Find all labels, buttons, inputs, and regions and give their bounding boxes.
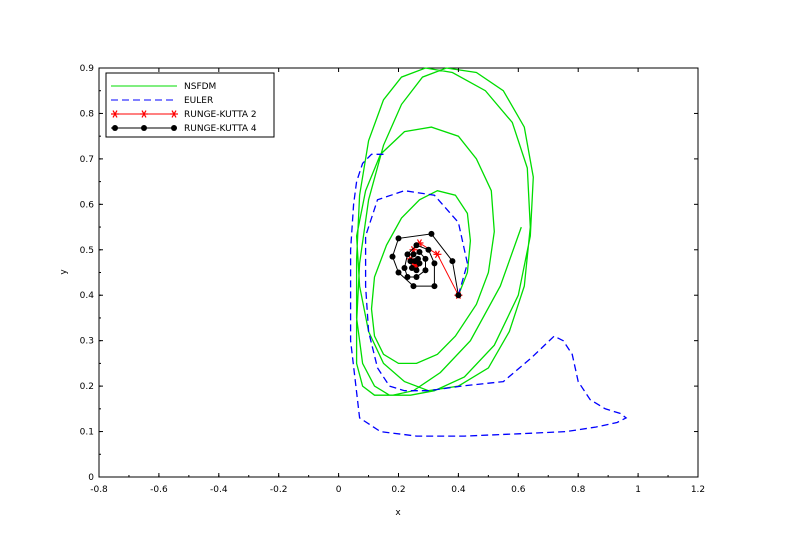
x-tick-label: 0.4 xyxy=(451,485,466,495)
y-tick-label: 0.6 xyxy=(80,200,95,210)
rk4-point-marker xyxy=(411,258,418,265)
rk4-point-marker xyxy=(404,251,411,258)
y-tick-label: 0.8 xyxy=(80,109,95,119)
rk4-point-marker xyxy=(389,253,396,260)
rk4-point-marker xyxy=(404,274,411,281)
y-tick-label: 0.4 xyxy=(80,291,95,301)
y-tick-label: 0 xyxy=(88,473,94,483)
rk4-point-marker xyxy=(428,230,435,237)
rk4-point-marker xyxy=(410,251,417,258)
legend-label: NSFDM xyxy=(184,82,216,92)
x-axis-title: x xyxy=(395,508,401,518)
series-line-euler xyxy=(349,153,628,437)
x-tick-label: 0.8 xyxy=(571,485,586,495)
y-tick-label: 0.3 xyxy=(80,337,94,347)
legend-label: EULER xyxy=(184,96,213,106)
x-tick-label: 0 xyxy=(336,485,342,495)
x-tick-label: 0.2 xyxy=(391,485,405,495)
x-tick-label: 0.6 xyxy=(511,485,526,495)
rk4-point-marker xyxy=(431,283,438,290)
rk4-point-marker xyxy=(407,258,414,265)
y-tick-label: 0.9 xyxy=(80,64,95,74)
legend-label: RUNGE-KUTTA 4 xyxy=(184,124,257,134)
series-line-nsfdm xyxy=(355,67,534,396)
x-tick-label: 1.2 xyxy=(691,485,705,495)
y-tick-label: 0.7 xyxy=(80,155,94,165)
x-tick-label: -0.8 xyxy=(90,485,108,495)
rk2-point-marker xyxy=(111,110,119,118)
rk4-point-marker xyxy=(449,258,456,265)
legend: NSFDM EULER RUNGE-KUTTA 2 RUNGE-KUTTA 4 xyxy=(105,72,275,138)
rk4-point-marker xyxy=(413,274,420,281)
rk2-point-marker xyxy=(170,110,178,118)
rk4-point-marker xyxy=(141,125,147,131)
rk4-point-marker xyxy=(401,264,408,271)
y-tick-label: 0.5 xyxy=(80,246,94,256)
x-axis-ticks: -0.8 -0.6 -0.4 -0.2 0 0.2 0.4 0.6 0.8 1 1.2 xyxy=(90,68,705,495)
rk4-point-marker xyxy=(112,125,118,131)
rk4-point-marker xyxy=(408,264,415,271)
rk4-point-marker xyxy=(416,260,423,267)
rk4-point-marker xyxy=(455,292,462,299)
plot-curves xyxy=(349,67,628,437)
legend-box xyxy=(105,72,275,138)
rk2-point-marker xyxy=(433,250,442,259)
rk4-point-marker xyxy=(395,269,402,276)
rk4-point-marker xyxy=(395,235,402,242)
rk4-point-marker xyxy=(425,246,432,253)
x-tick-label: -0.2 xyxy=(270,485,288,495)
rk4-point-marker xyxy=(413,267,420,274)
rk4-point-marker xyxy=(422,255,429,262)
x-tick-label: 1 xyxy=(635,485,641,495)
rk4-point-marker xyxy=(413,242,420,249)
rk4-point-marker xyxy=(431,260,438,267)
rk4-point-marker xyxy=(416,249,423,256)
rk4-point-marker xyxy=(422,267,429,274)
rk4-point-marker xyxy=(171,125,177,131)
legend-label: RUNGE-KUTTA 2 xyxy=(184,110,257,120)
rk4-point-marker xyxy=(410,283,417,290)
y-tick-label: 0.1 xyxy=(80,428,94,438)
x-tick-label: -0.4 xyxy=(210,485,228,495)
y-axis-ticks: 0 0.1 0.2 0.3 0.4 0.5 0.6 0.7 0.8 0.9 xyxy=(80,64,698,483)
y-tick-label: 0.2 xyxy=(80,382,94,392)
rk2-point-marker xyxy=(140,110,148,118)
x-tick-label: -0.6 xyxy=(150,485,168,495)
y-axis-title: y xyxy=(59,269,69,275)
